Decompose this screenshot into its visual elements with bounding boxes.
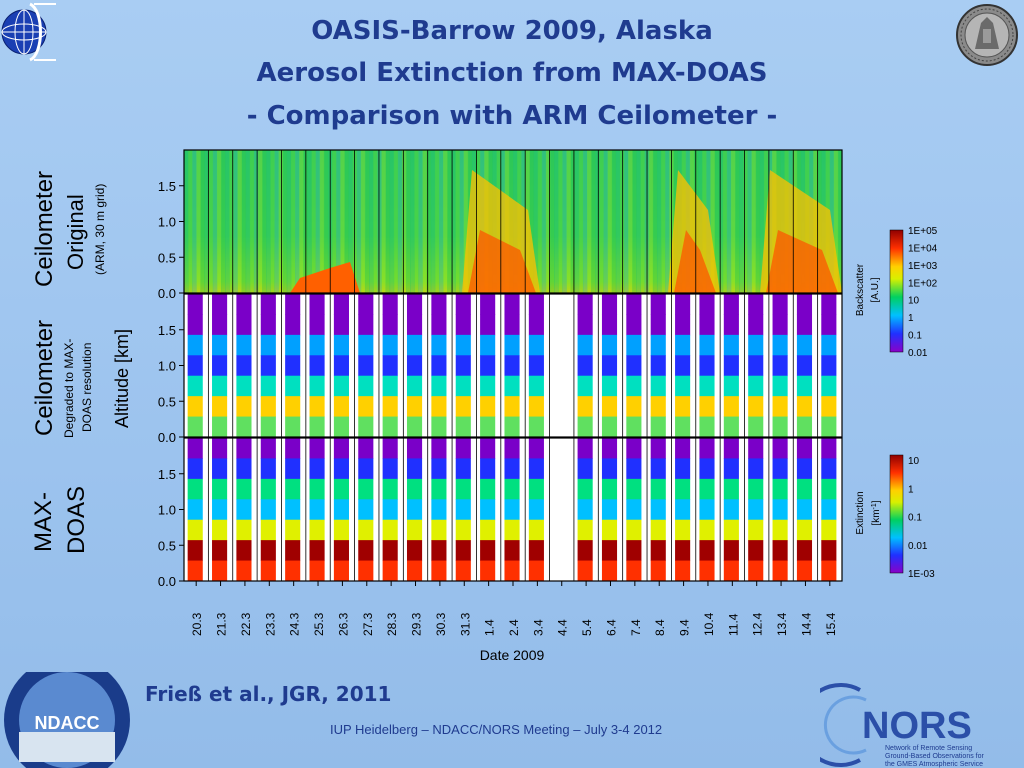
x-tick-label: 1.4 xyxy=(483,619,497,636)
title-line-1: OASIS-Barrow 2009, Alaska xyxy=(311,16,713,46)
x-tick-label: 14.4 xyxy=(799,612,813,636)
colorbar-tick-label: 1 xyxy=(908,484,914,495)
colorbar-tick-label: 1E-03 xyxy=(908,569,935,580)
x-axis-label: Date 2009 xyxy=(480,647,545,663)
x-tick-label: 29.3 xyxy=(410,612,424,636)
x-tick-label: 28.3 xyxy=(385,612,399,636)
colorbar-tick-label: 0.01 xyxy=(908,348,928,359)
nors-logo-text: NORS xyxy=(862,705,972,747)
colorbar-tick-label: 10 xyxy=(908,296,920,307)
colorbar-backscatter-unit: [A.U.] xyxy=(870,277,881,302)
colorbar-tick-label: 0.1 xyxy=(908,513,922,524)
y-tick-label: 0.5 xyxy=(158,250,176,265)
colorbar-tick-label: 1E+04 xyxy=(908,243,938,254)
colorbar-tick-label: 10 xyxy=(908,456,920,467)
x-tick-label: 2.4 xyxy=(507,619,521,636)
nors-logo-icon: NORS Network of Remote Sensing Ground-Ba… xyxy=(820,683,984,768)
x-tick-label: 31.3 xyxy=(458,612,472,636)
colorbar-tick-label: 0.01 xyxy=(908,541,928,552)
x-tick-label: 8.4 xyxy=(653,619,667,636)
x-tick-label: 20.3 xyxy=(190,612,204,636)
y-tick-label: 0.0 xyxy=(158,286,176,301)
nors-sub-1: Network of Remote Sensing xyxy=(885,745,972,752)
globe-logo-icon xyxy=(1,2,56,62)
colorbar-tick-label: 1E+02 xyxy=(908,278,938,289)
colorbar-extinction-unit: [km-1] xyxy=(871,500,883,525)
x-tick-label: 23.3 xyxy=(263,612,277,636)
x-tick-label: 22.3 xyxy=(239,612,253,636)
x-tick-label: 10.4 xyxy=(702,612,716,636)
colorbar-tick-label: 1 xyxy=(908,313,914,324)
y-tick-label: 0.0 xyxy=(158,574,176,589)
ndacc-logo-icon: NDACC xyxy=(4,672,130,768)
boundary-layer-feature xyxy=(290,262,360,293)
x-tick-label: 6.4 xyxy=(604,619,618,636)
x-tick-label: 26.3 xyxy=(336,612,350,636)
x-tick-label: 21.3 xyxy=(215,612,229,636)
x-tick-label: 25.3 xyxy=(312,612,326,636)
y-tick-label: 1.0 xyxy=(158,503,176,518)
x-tick-label: 11.4 xyxy=(726,613,740,636)
x-tick-label: 3.4 xyxy=(531,619,545,636)
y-tick-label: 1.0 xyxy=(158,359,176,374)
x-tick-label: 4.4 xyxy=(556,619,570,636)
colorbar-backscatter xyxy=(889,229,904,353)
x-tick-label: 27.3 xyxy=(361,612,375,636)
colorbar-tick-label: 1E+03 xyxy=(908,261,938,272)
ndacc-logo-text: NDACC xyxy=(35,713,100,733)
y-tick-label: 0.5 xyxy=(158,538,176,553)
citation: Frieß et al., JGR, 2011 xyxy=(145,682,392,706)
y-tick-label: 0.0 xyxy=(158,430,176,445)
x-tick-label: 15.4 xyxy=(824,612,838,636)
y-tick-label: 1.5 xyxy=(158,467,176,482)
x-tick-label: 13.4 xyxy=(775,612,789,636)
x-tick-label: 30.3 xyxy=(434,612,448,636)
x-tick-label: 7.4 xyxy=(629,619,643,636)
x-tick-label: 5.4 xyxy=(580,619,594,636)
colorbar-tick-label: 0.1 xyxy=(908,331,922,342)
colorbar-extinction-label: Extinction xyxy=(855,491,866,534)
university-seal-icon xyxy=(956,4,1018,66)
x-tick-label: 24.3 xyxy=(288,612,302,636)
nors-sub-3: the GMES Atmospheric Service xyxy=(885,761,983,768)
y-tick-label: 1.5 xyxy=(158,179,176,194)
x-tick-label: 9.4 xyxy=(678,619,692,636)
y-tick-label: 1.5 xyxy=(158,323,176,338)
y-tick-label: 0.5 xyxy=(158,394,176,409)
colorbar-tick-label: 1E+05 xyxy=(908,226,938,237)
title-line-3: - Comparison with ARM Ceilometer - xyxy=(246,101,778,131)
x-tick-label: 12.4 xyxy=(751,612,765,636)
y-tick-label: 1.0 xyxy=(158,215,176,230)
nors-sub-2: Ground-Based Observations for xyxy=(885,753,984,760)
colorbar-backscatter-label: Backscatter xyxy=(855,263,866,316)
title-line-2: Aerosol Extinction from MAX-DOAS xyxy=(256,58,768,88)
colorbar-extinction xyxy=(889,454,904,574)
footer-text: IUP Heidelberg – NDACC/NORS Meeting – Ju… xyxy=(330,722,663,737)
